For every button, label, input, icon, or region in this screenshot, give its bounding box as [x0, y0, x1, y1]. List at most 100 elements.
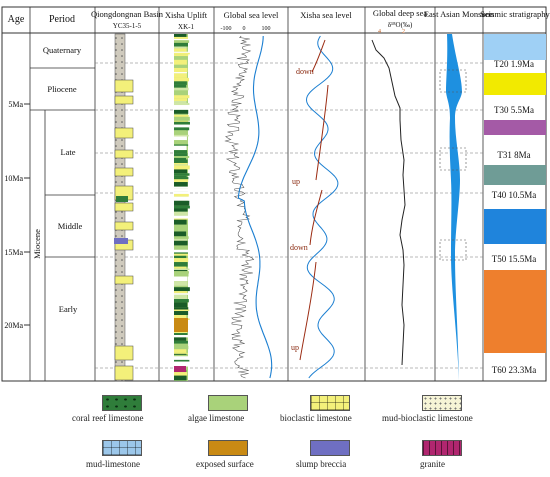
legend-swatch: [310, 440, 350, 456]
legend-swatch: [310, 395, 350, 411]
xisha-bed: [174, 162, 188, 165]
xisha-bed: [174, 224, 187, 229]
period-middle: Middle: [58, 221, 83, 231]
xisha-trend-arrow: [299, 261, 317, 361]
xisha-bed: [174, 67, 188, 73]
xisha-bed: [174, 307, 189, 310]
xisha-bed: [174, 105, 190, 110]
xisha-bed: [174, 205, 190, 209]
xisha-bed: [174, 219, 187, 225]
xisha-bed: [174, 258, 189, 263]
xisha-bed: [174, 200, 190, 206]
xisha-bed: [174, 90, 188, 96]
global-tick-3: 100: [262, 26, 271, 32]
age-5ma: 5Ma: [8, 100, 23, 109]
seismic-horizon-label: T20 1.9Ma: [494, 59, 534, 69]
xisha-bed: [174, 100, 187, 103]
deep-sea-tick-2: 2: [402, 29, 405, 35]
xisha-bed: [174, 298, 189, 303]
header-deep-sea: Global deep sea: [373, 8, 428, 18]
header-age: Age: [8, 14, 25, 25]
xisha-bed: [174, 156, 190, 158]
seismic-stratigraphy-column: T20 1.9Ma T30 5.5Ma T31 8Ma T40 10.5Ma T50 1…: [484, 34, 546, 375]
header-xisha-well: XK-1: [178, 23, 194, 31]
header-monsoon: East Asian Monsoon: [424, 9, 495, 19]
seismic-horizon-label: T50 15.5Ma: [492, 254, 537, 264]
xisha-bed: [174, 113, 188, 115]
legend-swatch: [422, 440, 462, 456]
xisha-bed: [174, 157, 187, 160]
header-xisha-uplift: Xisha Uplift: [165, 10, 208, 20]
xisha-bed: [174, 349, 187, 353]
seismic-band: [484, 73, 546, 95]
header-monsoon-text: East Asian Monsoon: [424, 9, 495, 19]
xisha-bed: [174, 340, 188, 344]
qiong-bioclastic-bed: [114, 79, 134, 93]
xisha-bed: [174, 145, 187, 151]
xisha-bed: [174, 77, 190, 82]
global-sea-trend-line: [237, 35, 273, 379]
xisha-bed: [174, 130, 187, 135]
qiong-bioclastic-bed: [114, 202, 134, 212]
legend-label: bioclastic limestone: [280, 413, 352, 423]
legend-label: mud-limestone: [86, 459, 140, 469]
xisha-bed: [174, 309, 190, 312]
xisha-sea-wave: [305, 35, 339, 379]
legend-swatch: [208, 440, 248, 456]
xisha-bed: [174, 175, 187, 178]
qiong-bioclastic-bed: [114, 95, 134, 105]
global-tick-2: 0: [243, 26, 246, 32]
xisha-bed: [174, 333, 188, 336]
period-quaternary: Quaternary: [43, 45, 82, 55]
period-grid: [30, 67, 95, 381]
xisha-bed: [174, 271, 189, 274]
qiong-bioclastic-bed: [114, 275, 134, 285]
legend-label: mud-bioclastic limestone: [382, 413, 473, 423]
monsoon-intensity-band: [446, 34, 462, 381]
xisha-bed: [174, 218, 188, 220]
xisha-bed: [174, 177, 189, 180]
period-miocene: Miocene: [32, 229, 42, 259]
xisha-bed: [174, 34, 187, 37]
xisha-bed: [174, 245, 188, 250]
qiongdongnan-lithology-column: [114, 33, 134, 382]
xisha-exposed-surface: [174, 318, 188, 332]
xisha-trend-arrow: [311, 39, 326, 73]
header-period: Period: [49, 14, 75, 25]
header-qiongdongnan-well: YC35-1-5: [113, 22, 142, 30]
xisha-bed: [174, 294, 188, 299]
qiong-slump-bed: [114, 238, 128, 244]
trend-label-down-1: down: [296, 67, 314, 76]
xisha-bed: [174, 56, 187, 60]
xisha-bed: [174, 211, 189, 216]
xisha-bed: [174, 255, 187, 259]
xisha-bed: [174, 253, 189, 256]
xisha-bed: [174, 109, 189, 114]
table-frame: [1, 6, 547, 382]
xisha-bed: [174, 215, 189, 219]
seismic-band-quaternary: [484, 34, 546, 60]
xisha-bed: [174, 354, 188, 357]
qiong-bioclastic-bed: [114, 167, 134, 177]
header-qiongdongnan: Qiongdongnan Basin: [91, 9, 164, 19]
xisha-bed: [174, 268, 190, 271]
xisha-bed: [174, 40, 190, 43]
legend-swatch: [422, 395, 462, 411]
xisha-bed: [174, 196, 189, 201]
seismic-band: [484, 120, 546, 135]
trend-label-up-2: up: [291, 343, 299, 352]
xisha-bed: [174, 182, 188, 187]
xisha-bed: [174, 42, 188, 47]
xisha-bed: [174, 293, 189, 295]
deep-sea-tick-4: 4: [378, 29, 381, 35]
trend-label-up-1: up: [292, 177, 300, 186]
xisha-bed: [174, 240, 188, 246]
xisha-bed: [174, 87, 189, 91]
xisha-bed: [174, 165, 190, 170]
monsoon-event-box-3: [439, 239, 467, 261]
xisha-bed: [174, 270, 188, 272]
qiong-bioclastic-bed: [114, 345, 134, 361]
xisha-bed: [174, 98, 188, 101]
seismic-horizon-label: T31 8Ma: [497, 150, 530, 160]
age-15ma: 15Ma: [4, 248, 23, 257]
